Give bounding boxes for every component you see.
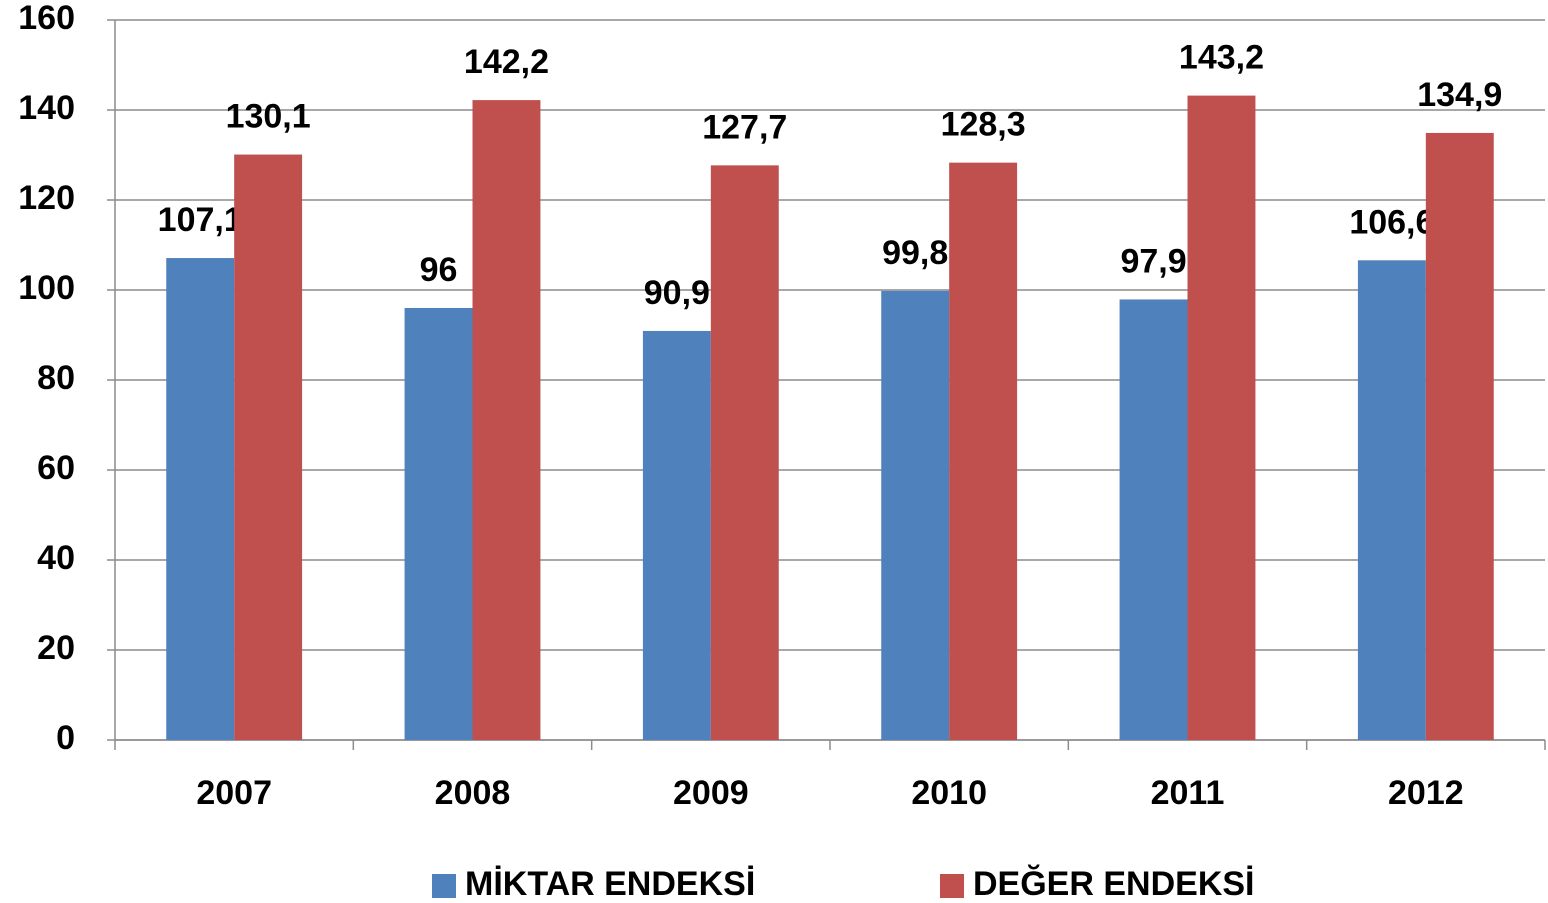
bar [642, 330, 711, 740]
y-tick-label: 40 [37, 539, 75, 577]
value-label: 127,7 [702, 108, 787, 146]
bar [710, 165, 779, 741]
y-tick-label: 160 [18, 0, 75, 37]
bar [949, 162, 1018, 740]
legend-swatch [432, 874, 456, 898]
value-label: 107,1 [158, 201, 243, 239]
y-tick-label: 100 [18, 269, 75, 307]
y-tick-label: 60 [37, 449, 75, 487]
y-tick-label: 0 [56, 719, 75, 757]
value-label: 96 [420, 251, 458, 289]
x-tick-label: 2008 [435, 774, 511, 812]
legend-label: DEĞER ENDEKSİ [973, 865, 1255, 903]
value-label: 134,9 [1417, 76, 1502, 114]
value-label: 143,2 [1179, 39, 1264, 77]
value-label: 142,2 [464, 43, 549, 81]
bar [234, 154, 303, 741]
value-label: 106,6 [1349, 203, 1434, 241]
x-tick-label: 2007 [196, 774, 272, 812]
x-tick-label: 2012 [1388, 774, 1464, 812]
bar [404, 308, 473, 740]
bar [1119, 299, 1188, 740]
bar [472, 100, 541, 741]
bar [166, 258, 235, 740]
y-tick-label: 120 [18, 179, 75, 217]
value-label: 90,9 [644, 274, 710, 312]
y-tick-label: 80 [37, 359, 75, 397]
x-tick-label: 2011 [1151, 774, 1225, 812]
y-tick-label: 20 [37, 629, 75, 667]
bar [1187, 95, 1256, 741]
bar [881, 290, 950, 740]
y-tick-label: 140 [18, 89, 75, 127]
x-tick-label: 2009 [673, 774, 749, 812]
legend-label: MİKTAR ENDEKSİ [465, 865, 755, 903]
value-label: 99,8 [882, 234, 948, 272]
legend-swatch [940, 874, 964, 898]
bar [1357, 260, 1426, 740]
value-label: 97,9 [1120, 242, 1186, 280]
value-label: 130,1 [226, 98, 311, 136]
bar [1425, 132, 1494, 740]
x-tick-label: 2010 [911, 774, 987, 812]
value-label: 128,3 [941, 106, 1026, 144]
